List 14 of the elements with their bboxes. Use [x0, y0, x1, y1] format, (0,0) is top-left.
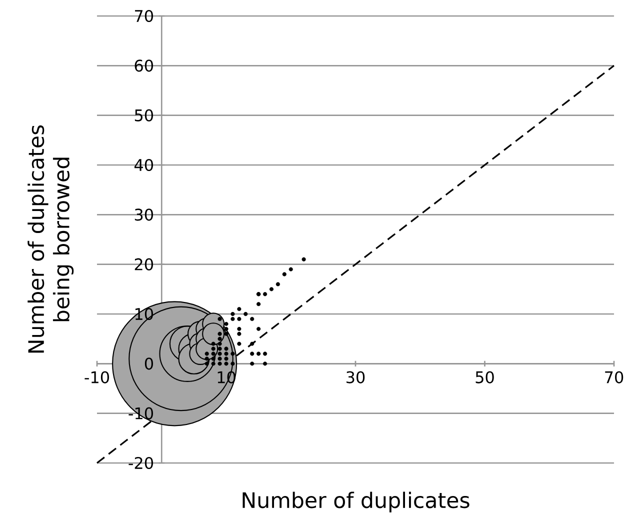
- y-tick-label: 40: [134, 158, 154, 172]
- y-tick-label: 30: [134, 208, 154, 221]
- x-tick-label: 30: [346, 371, 365, 384]
- y-axis-title: Number of duplicates being borrowed: [28, 125, 74, 353]
- x-tick-label: 70: [605, 371, 624, 384]
- y-tick-label: 0: [144, 358, 154, 370]
- y-tick-label: 50: [134, 109, 154, 122]
- x-axis-title: Number of duplicates: [242, 492, 470, 512]
- y-tick-label: 20: [134, 258, 154, 270]
- y-tick-label: 70: [135, 10, 154, 22]
- x-tick-label: 50: [476, 371, 494, 384]
- x-tick-label: -10: [84, 371, 110, 384]
- y-tick-label: -20: [128, 456, 154, 470]
- y-tick-label: 60: [134, 60, 154, 72]
